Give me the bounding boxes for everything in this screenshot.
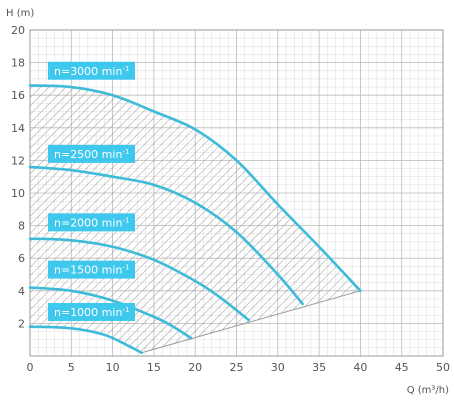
x-tick-label: 10: [106, 361, 120, 374]
x-tick-label: 20: [188, 361, 202, 374]
y-tick-label: 2: [18, 317, 25, 330]
y-tick-label: 8: [18, 220, 25, 233]
speed-label-2: n=2000 min-1: [48, 213, 135, 232]
x-tick-label: 50: [436, 361, 450, 374]
y-tick-label: 4: [18, 285, 25, 298]
speed-label-0: n=3000 min-1: [48, 61, 135, 80]
y-tick-labels: 2 4 6 8 10 12 14 16 18 20: [11, 24, 25, 330]
x-axis-title: Q (m³/h): [407, 385, 449, 396]
y-tick-label: 16: [11, 89, 25, 102]
x-tick-label: 40: [353, 361, 367, 374]
x-tick-label: 25: [230, 361, 244, 374]
y-tick-label: 20: [11, 24, 25, 37]
speed-label-box: [48, 260, 135, 279]
plot-frame: [29, 29, 444, 357]
x-tick-label: 15: [147, 361, 161, 374]
y-tick-label: 10: [11, 187, 25, 200]
speed-label-box: [48, 302, 135, 321]
operating-limit-line: [141, 290, 361, 354]
x-tick-label: 35: [312, 361, 326, 374]
speed-label-text: n=2500 min-1: [54, 148, 129, 161]
speed-labels: n=3000 min-1 n=2500 min-1 n=2000 min-1 n=15…: [48, 61, 135, 321]
x-tick-label: 0: [27, 361, 34, 374]
speed-label-text: n=1000 min-1: [54, 306, 129, 319]
speed-label-4: n=1000 min-1: [48, 302, 135, 321]
pump-curve-1: [28, 165, 304, 306]
speed-label-text: n=3000 min-1: [54, 65, 129, 78]
x-tick-label: 5: [68, 361, 75, 374]
x-tick-labels: 0 5 10 15 20 25 30 35 40 45 50: [27, 361, 451, 374]
speed-label-box: [48, 213, 135, 232]
x-tick-label: 45: [395, 361, 409, 374]
pump-curve-0: [28, 84, 362, 293]
y-axis-title: H (m): [6, 8, 34, 19]
speed-label-box: [48, 144, 135, 163]
speed-label-box: [48, 61, 135, 80]
pump-curve-4: [28, 325, 143, 355]
y-tick-label: 18: [11, 57, 25, 70]
speed-label-text: n=1500 min-1: [54, 264, 129, 277]
y-tick-label: 12: [11, 154, 25, 167]
y-tick-label: 6: [18, 252, 25, 265]
x-tick-label: 30: [271, 361, 285, 374]
speed-label-text: n=2000 min-1: [54, 216, 129, 229]
pump-curve-2: [28, 237, 251, 322]
speed-label-3: n=1500 min-1: [48, 260, 135, 279]
y-tick-label: 14: [11, 122, 25, 135]
speed-label-1: n=2500 min-1: [48, 144, 135, 163]
